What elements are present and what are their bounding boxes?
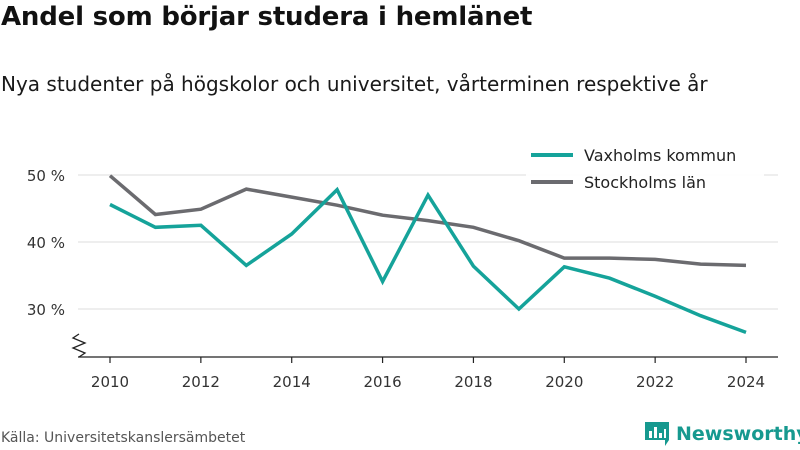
source-note: Källa: Universitetskanslersämbetet bbox=[1, 430, 246, 446]
line-chart: 30 % 40 % 50 % 2010 2012 2014 2016 2018 2020 202… bbox=[26, 141, 778, 391]
legend-label: Vaxholms kommun bbox=[584, 146, 736, 165]
y-axis-break-icon bbox=[71, 333, 87, 358]
x-axis bbox=[71, 333, 778, 358]
brand-logo: Newsworthy bbox=[644, 420, 800, 448]
x-tick-label: 2020 bbox=[545, 373, 583, 391]
series-lines bbox=[108, 174, 747, 335]
legend: Vaxholms kommun Stockholms län bbox=[526, 141, 764, 193]
chart-title: Andel som börjar studera i hemlänet bbox=[1, 2, 533, 32]
y-tick-label: 50 % bbox=[27, 167, 65, 185]
x-tick-label: 2018 bbox=[454, 373, 492, 391]
x-tick-label: 2022 bbox=[636, 373, 674, 391]
chart-subtitle: Nya studenter på högskolor och universit… bbox=[1, 72, 708, 96]
x-tick-label: 2012 bbox=[182, 373, 220, 391]
brand-name: Newsworthy bbox=[676, 423, 800, 445]
newsworthy-logo-icon bbox=[645, 422, 669, 446]
y-axis-ticks: 30 % 40 % 50 % bbox=[27, 167, 65, 319]
series-line bbox=[109, 186, 747, 335]
y-tick-label: 30 % bbox=[27, 301, 65, 319]
y-tick-label: 40 % bbox=[27, 234, 65, 252]
x-tick-label: 2010 bbox=[91, 373, 129, 391]
legend-label: Stockholms län bbox=[584, 173, 706, 192]
x-tick-label: 2016 bbox=[363, 373, 401, 391]
legend-background bbox=[526, 141, 764, 193]
x-tick-label: 2014 bbox=[273, 373, 311, 391]
series-line bbox=[108, 174, 747, 268]
x-axis-ticks: 2010 2012 2014 2016 2018 2020 2022 2024 bbox=[91, 357, 765, 391]
x-tick-label: 2024 bbox=[727, 373, 765, 391]
